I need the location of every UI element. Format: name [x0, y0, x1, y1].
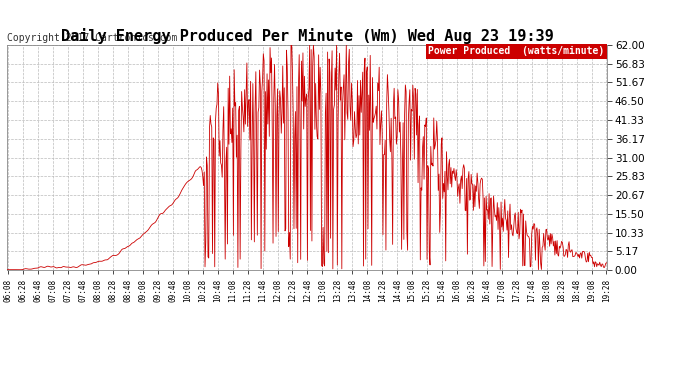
Text: Power Produced  (watts/minute): Power Produced (watts/minute)	[428, 46, 604, 56]
Title: Daily Energy Produced Per Minute (Wm) Wed Aug 23 19:39: Daily Energy Produced Per Minute (Wm) We…	[61, 28, 553, 44]
Text: Copyright 2017 Cartronics.com: Copyright 2017 Cartronics.com	[7, 33, 177, 43]
